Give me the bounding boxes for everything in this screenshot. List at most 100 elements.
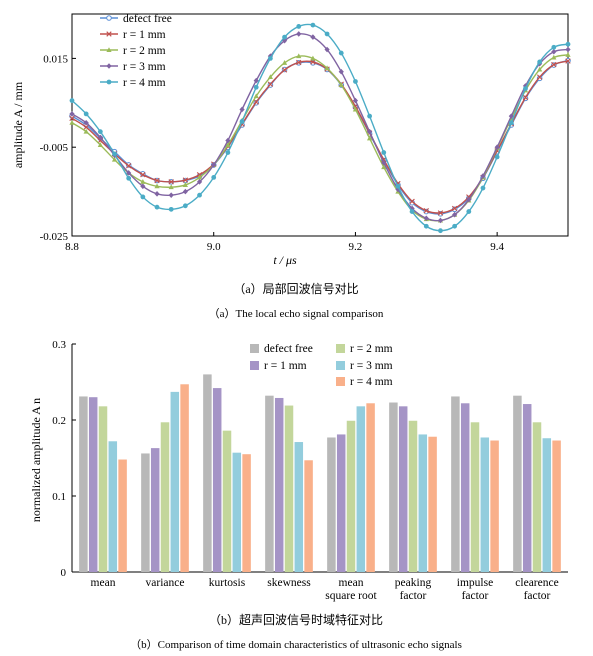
data-point-a-1 (409, 198, 415, 205)
bar-1-1 (150, 448, 160, 572)
data-point-a-1 (296, 59, 302, 66)
bar-1-3 (170, 391, 180, 572)
x-category-label-b: kurtosis (209, 577, 246, 589)
data-point-a-1 (267, 81, 274, 87)
data-point-a-1-b (451, 205, 458, 212)
data-point-a-4 (296, 24, 302, 29)
data-point-a-1 (154, 177, 160, 184)
data-point-a-3 (225, 137, 231, 144)
bar-5-2 (408, 420, 418, 572)
bar-3-4 (304, 460, 313, 572)
chart-line-local-echo: 8.8 9.0 9.2 9.4 0.015 -0.005 -0.025 defect fre… (11, 13, 571, 320)
data-point-a-1-b (522, 94, 529, 101)
data-point-a-4 (112, 151, 117, 157)
data-point-a-1 (551, 61, 557, 68)
data-point-a-1 (565, 58, 571, 64)
data-point-a-4 (452, 223, 458, 229)
data-point-a-2 (97, 142, 103, 147)
data-point-a-4 (338, 50, 344, 56)
data-point-a-4 (537, 59, 543, 65)
bar-3-0 (265, 395, 274, 572)
data-point-a-2 (225, 142, 231, 147)
data-point-a-2 (168, 184, 174, 190)
data-point-a-4 (310, 22, 316, 28)
data-point-a-4 (409, 209, 415, 214)
bar-0-3 (108, 441, 118, 572)
data-point-a-1-b (310, 59, 316, 65)
data-point-a-3 (565, 46, 571, 53)
legend-marker-a-0 (106, 15, 112, 21)
legend-swatch-b-3 (336, 361, 345, 370)
y-axis-label-a: amplitude A / mm (11, 81, 25, 168)
data-point-a-4 (438, 228, 443, 234)
plot-area-a (71, 13, 569, 237)
data-point-a-4 (523, 86, 528, 91)
x-category-label-b: skewness (267, 577, 311, 589)
legend-swatch-b-1 (250, 361, 259, 370)
data-point-a-4 (466, 209, 472, 214)
bar-0-1 (88, 397, 98, 572)
data-point-a-4 (282, 34, 287, 40)
data-point-a-2 (267, 74, 273, 80)
y-tick-label-a: -0.025 (40, 231, 69, 243)
data-point-a-3 (83, 119, 89, 126)
data-point-a-1 (536, 74, 543, 80)
data-point-a-2 (551, 54, 557, 60)
legend-label-b-3: r = 3 mm (350, 360, 393, 372)
bar-0-0 (79, 396, 88, 572)
bar-2-3 (232, 452, 242, 572)
bar-5-3 (418, 434, 428, 572)
x-tick-label-a: 9.0 (207, 241, 221, 253)
data-point-a-4 (381, 150, 387, 155)
bar-7-2 (532, 422, 542, 572)
data-point-a-2 (310, 55, 316, 61)
data-point-a-2 (565, 52, 571, 57)
legend-label-b-1: r = 1 mm (264, 360, 307, 372)
data-point-a-3 (324, 46, 330, 53)
data-point-a-4 (225, 150, 231, 155)
data-point-a-1-b (69, 115, 75, 122)
data-point-a-2 (111, 156, 118, 162)
data-point-a-1-b (253, 99, 259, 105)
data-point-a-1-b (423, 208, 429, 214)
x-category-label-b: peaking (395, 577, 432, 589)
data-point-a-4 (324, 31, 330, 37)
data-point-a-3 (352, 97, 359, 104)
y-tick-label-a: 0.015 (43, 53, 68, 65)
data-point-a-4 (353, 79, 358, 84)
caption-cn-b: （b）超声回波信号时域特征对比 (209, 612, 383, 627)
bar-4-4 (366, 403, 375, 572)
data-point-a-3 (409, 205, 415, 212)
bar-2-2 (222, 430, 232, 572)
data-point-a-1 (83, 124, 89, 130)
x-category-label-b: impulse (457, 577, 493, 589)
x-category-label-b: square root (325, 590, 377, 602)
bar-3-3 (294, 442, 304, 572)
bar-1-0 (141, 453, 150, 572)
data-point-a-2 (367, 135, 373, 141)
data-point-a-4 (154, 204, 160, 210)
data-point-a-1 (423, 208, 429, 214)
bar-6-2 (470, 422, 480, 572)
bar-4-1 (336, 434, 346, 572)
legend-label-b-2: r = 2 mm (350, 343, 393, 355)
data-point-a-3 (196, 179, 203, 185)
data-point-a-1-b (565, 58, 571, 64)
x-category-label-b: factor (400, 590, 427, 602)
legend-marker-a-2 (106, 47, 112, 52)
chart-bar-time-domain: 0 0.1 0.2 0.3 mean variance kurtosis skewness m… (29, 339, 568, 651)
x-tick-label-a: 9.4 (490, 241, 504, 253)
bar-7-0 (513, 395, 522, 572)
x-tick-label-a: 8.8 (65, 241, 79, 253)
data-point-a-3 (239, 106, 245, 113)
data-point-a-4 (494, 154, 500, 160)
caption-en-a: （a）The local echo signal comparison (209, 307, 384, 320)
data-point-a-1 (437, 210, 444, 216)
x-axis-label-a: t / μs (273, 253, 297, 267)
bar-5-0 (389, 402, 398, 572)
bar-2-1 (212, 388, 222, 572)
y-axis-label-b: normalized amplitude A n (29, 398, 43, 522)
data-point-a-4 (551, 44, 557, 50)
data-point-a-3 (253, 77, 259, 84)
data-point-a-1 (125, 163, 132, 169)
